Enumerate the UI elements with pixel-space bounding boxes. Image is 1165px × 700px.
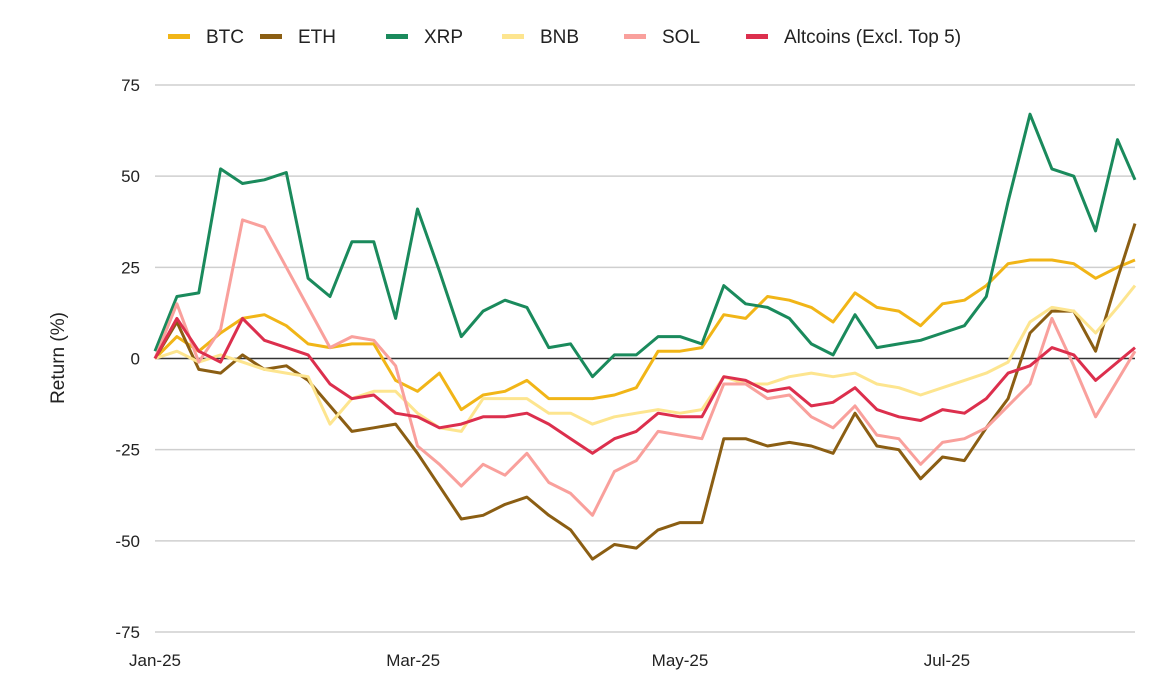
legend: BTC ETH XRP BNB SOL Altcoins (Excl. Top 5) (168, 27, 961, 48)
y-tick-label: 75 (121, 76, 140, 95)
legend-label: BTC (206, 27, 244, 48)
y-tick-label: 25 (121, 258, 140, 277)
legend-swatch (386, 34, 408, 39)
x-tick-label: May-25 (652, 651, 709, 670)
series-lines (153, 112, 1137, 561)
legend-label: XRP (424, 27, 463, 48)
legend-swatch (624, 34, 646, 39)
legend-item: ETH (260, 27, 336, 48)
series-line-btc (153, 258, 1136, 412)
series-line-altcoins-excl-top-5 (153, 316, 1136, 455)
series-line-sol (153, 218, 1137, 517)
legend-label: ETH (298, 27, 336, 48)
x-tick-label: Mar-25 (386, 651, 440, 670)
y-axis-label: Return (%) (48, 312, 69, 404)
legend-item: Altcoins (Excl. Top 5) (746, 27, 961, 48)
x-axis-ticks: Jan-25 Mar-25 May-25 Jul-25 (129, 651, 970, 670)
series-line-xrp (153, 112, 1137, 379)
legend-item: BTC (168, 27, 244, 48)
y-tick-label: -75 (115, 623, 140, 642)
x-tick-label: Jan-25 (129, 651, 181, 670)
y-axis-ticks: 75 50 25 0 -25 -50 -75 (115, 76, 140, 642)
x-tick-label: Jul-25 (924, 651, 970, 670)
legend-swatch (260, 34, 282, 39)
legend-swatch (168, 34, 190, 39)
legend-item: SOL (624, 27, 700, 48)
legend-item: BNB (502, 27, 579, 48)
legend-item: XRP (386, 27, 463, 48)
legend-label: SOL (662, 27, 700, 48)
series-line-eth (153, 223, 1137, 561)
gridlines (155, 84, 1135, 633)
y-tick-label: -25 (115, 441, 140, 460)
series-line-bnb (154, 284, 1137, 433)
y-tick-label: 50 (121, 167, 140, 186)
legend-label: BNB (540, 27, 579, 48)
legend-label: Altcoins (Excl. Top 5) (784, 27, 961, 48)
legend-swatch (502, 34, 524, 39)
y-tick-label: 0 (131, 350, 140, 369)
y-tick-label: -50 (115, 532, 140, 551)
legend-swatch (746, 34, 768, 39)
